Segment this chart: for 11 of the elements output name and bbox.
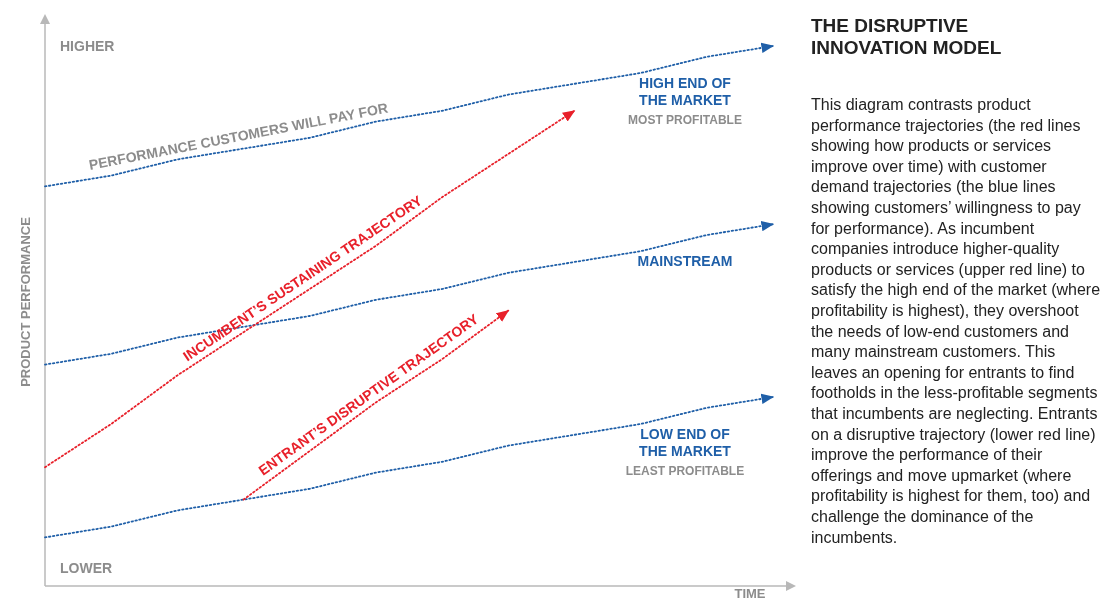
annotation: LEAST PROFITABLE <box>625 464 745 478</box>
annotation: MOST PROFITABLE <box>628 113 742 127</box>
text: This diagram contrasts product performance trajectories (the red lines showing how products or services improve over time) with customer demand trajectories (the blue lines showing customers’ willingness to pay for performance). As incumbent companies introduce higher-quality products or services (upper red line) to satisfy the high end of the market (where profitability is highest), they overshoot the needs of low-end customers and many mainstream customers. This leaves an opening for entrants to find footholds in the less-profitable segments that incumbents are neglecting. Entrants on a disruptive trajectory (lower red line) improve the performance of their offerings and move upmarket (where profitability is highest for them, too) and challenge the dominance of the incumbents. <box>811 96 1101 546</box>
text: THE DISRUPTIVE INNOVATION MODEL <box>811 15 1002 58</box>
x-axis-title: TIME <box>734 586 766 600</box>
series-label: LOW END OF THE MARKET <box>639 426 732 459</box>
series-label: HIGH END OF THE MARKET <box>639 75 732 108</box>
annotation: HIGHER <box>60 38 115 54</box>
y-axis-title: PRODUCT PERFORMANCE <box>18 216 33 387</box>
annotation: LOWER <box>60 560 113 576</box>
series-label: MAINSTREAM <box>637 253 733 270</box>
